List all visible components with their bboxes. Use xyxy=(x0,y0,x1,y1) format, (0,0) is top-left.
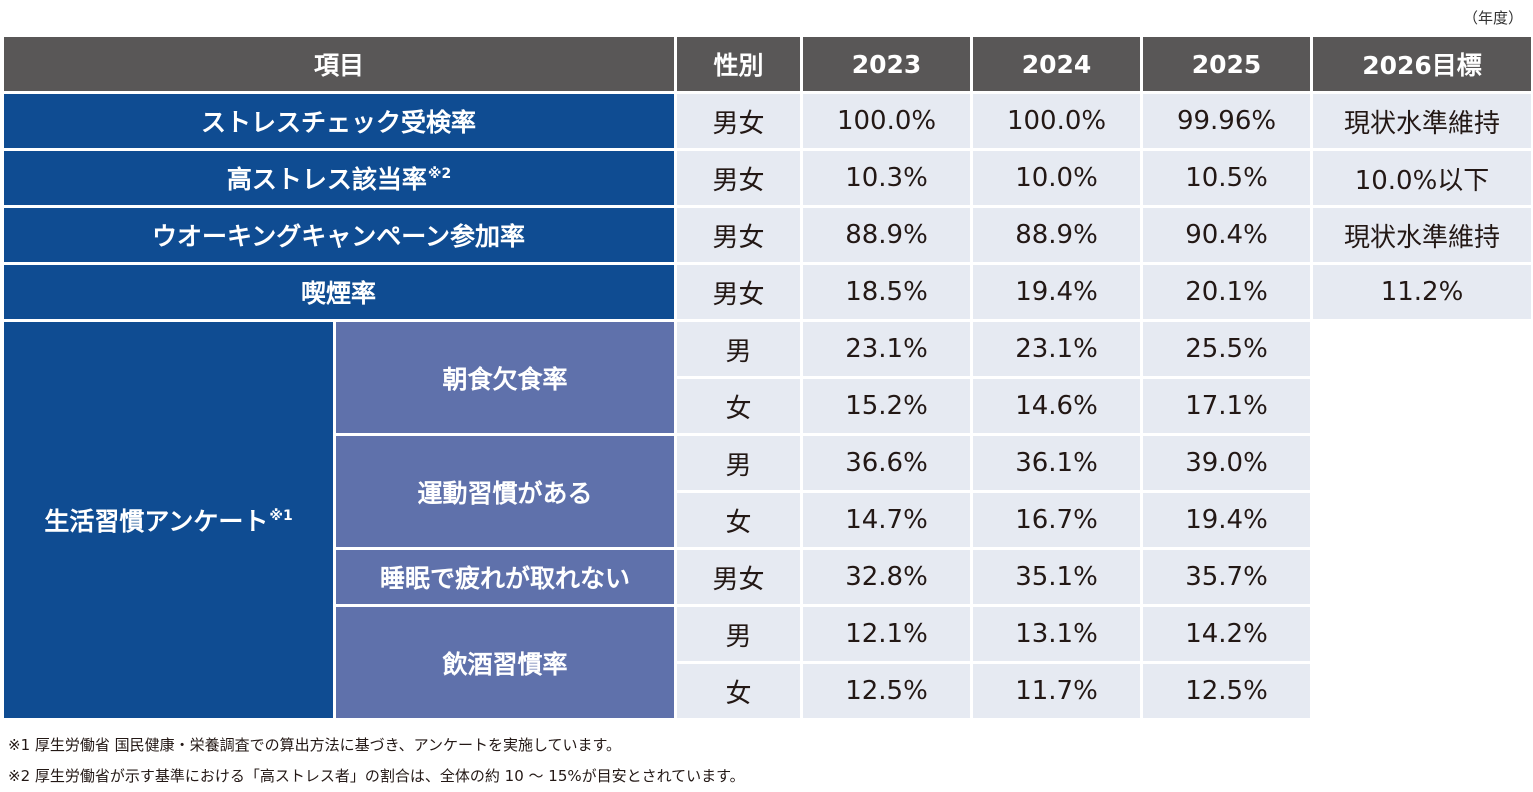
value-2024: 35.1% xyxy=(973,550,1141,604)
survey-group-label: 生活習慣アンケート※1 xyxy=(4,322,333,718)
value-2024: 10.0% xyxy=(973,151,1141,205)
header-2025: 2025 xyxy=(1143,37,1311,91)
gender-cell: 男 xyxy=(677,436,801,490)
row-label-text: 喫煙率 xyxy=(301,279,377,308)
value-2023: 12.5% xyxy=(803,664,971,718)
table-row: ウオーキングキャンペーン参加率 男女 88.9% 88.9% 90.4% 現状水… xyxy=(4,208,1532,262)
header-gender: 性別 xyxy=(677,37,801,91)
survey-item-label: 朝食欠食率 xyxy=(336,322,675,433)
value-2024: 23.1% xyxy=(973,322,1141,376)
table-row: 睡眠で疲れが取れない 男女 32.8% 35.1% 35.7% xyxy=(4,550,1531,604)
table-row: 生活習慣アンケート※1 朝食欠食率 男 23.1% 23.1% 25.5% xyxy=(4,322,1532,718)
value-2024: 11.7% xyxy=(973,664,1141,718)
value-2024: 36.1% xyxy=(973,436,1141,490)
value-2025: 12.5% xyxy=(1143,664,1311,718)
header-2023: 2023 xyxy=(803,37,971,91)
table-row: 女 15.2% 14.6% 17.1% xyxy=(4,379,1531,433)
gender-cell: 男 xyxy=(677,607,801,661)
target-2026: 現状水準維持 xyxy=(1313,208,1532,262)
value-2024: 16.7% xyxy=(973,493,1141,547)
unit-label: （年度） xyxy=(1462,9,1523,27)
value-2023: 10.3% xyxy=(803,151,971,205)
value-2025: 10.5% xyxy=(1143,151,1311,205)
table-row: 飲酒習慣率 男 12.1% 13.1% 14.2% xyxy=(4,607,1531,718)
row-label-text: ストレスチェック受検率 xyxy=(201,108,477,137)
gender-cell: 女 xyxy=(677,379,801,433)
row-label: 喫煙率 xyxy=(4,265,675,319)
value-2023: 32.8% xyxy=(803,550,971,604)
value-2024: 13.1% xyxy=(973,607,1141,661)
value-2024: 88.9% xyxy=(973,208,1141,262)
footnote-2: ※2 厚生労働省が示す基準における「高ストレス者」の割合は、全体の約 10 ～ … xyxy=(8,767,745,785)
row-label: 高ストレス該当率※2 xyxy=(4,151,675,205)
gender-cell: 女 xyxy=(677,664,801,718)
gender-cell: 男 xyxy=(677,322,801,376)
survey-item-label: 飲酒習慣率 xyxy=(336,607,675,718)
header-item: 項目 xyxy=(4,37,675,91)
gender-cell: 男女 xyxy=(677,94,801,148)
value-2023: 23.1% xyxy=(803,322,971,376)
table-row: 高ストレス該当率※2 男女 10.3% 10.0% 10.5% 10.0%以下 xyxy=(4,151,1532,205)
value-2024: 100.0% xyxy=(973,94,1141,148)
gender-cell: 男女 xyxy=(677,265,801,319)
value-2023: 14.7% xyxy=(803,493,971,547)
table-row: ストレスチェック受検率 男女 100.0% 100.0% 99.96% 現状水準… xyxy=(4,94,1532,148)
gender-cell: 女 xyxy=(677,493,801,547)
value-2025: 17.1% xyxy=(1143,379,1311,433)
value-2025: 39.0% xyxy=(1143,436,1311,490)
table-row: 女 12.5% 11.7% 12.5% xyxy=(4,664,1531,718)
value-2025: 25.5% xyxy=(1143,322,1311,376)
row-label: ストレスチェック受検率 xyxy=(4,94,675,148)
survey-item-label: 睡眠で疲れが取れない xyxy=(336,550,675,604)
value-2025: 90.4% xyxy=(1143,208,1311,262)
value-2023: 88.9% xyxy=(803,208,971,262)
row-label-text: 高ストレス該当率 xyxy=(226,165,427,194)
value-2025: 20.1% xyxy=(1143,265,1311,319)
gender-cell: 男女 xyxy=(677,151,801,205)
target-2026: 現状水準維持 xyxy=(1313,94,1532,148)
table-row: 運動習慣がある 男 36.6% 36.1% 39.0% xyxy=(4,436,1531,547)
footnotes: ※1 厚生労働省 国民健康・栄養調査での算出方法に基づき、アンケートを実施してい… xyxy=(8,730,745,792)
value-2023: 18.5% xyxy=(803,265,971,319)
value-2024: 14.6% xyxy=(973,379,1141,433)
header-2026-target: 2026目標 xyxy=(1313,37,1532,91)
value-2024: 19.4% xyxy=(973,265,1141,319)
value-2023: 15.2% xyxy=(803,379,971,433)
survey-group-text: 生活習慣アンケート xyxy=(44,507,269,536)
gender-cell: 男女 xyxy=(677,550,801,604)
table-row: 女 14.7% 16.7% 19.4% xyxy=(4,493,1531,547)
row-label-text: ウオーキングキャンペーン参加率 xyxy=(152,222,526,251)
footnote-1: ※1 厚生労働省 国民健康・栄養調査での算出方法に基づき、アンケートを実施してい… xyxy=(8,736,622,754)
header-row: 項目 性別 2023 2024 2025 2026目標 xyxy=(4,37,1532,91)
value-2023: 36.6% xyxy=(803,436,971,490)
target-2026: 10.0%以下 xyxy=(1313,151,1532,205)
table-row: 喫煙率 男女 18.5% 19.4% 20.1% 11.2% xyxy=(4,265,1532,319)
footnote-ref: ※2 xyxy=(427,166,452,182)
gender-cell: 男女 xyxy=(677,208,801,262)
header-2024: 2024 xyxy=(973,37,1141,91)
value-2023: 12.1% xyxy=(803,607,971,661)
value-2025: 35.7% xyxy=(1143,550,1311,604)
survey-item-label: 運動習慣がある xyxy=(336,436,675,547)
target-2026: 11.2% xyxy=(1313,265,1532,319)
value-2025: 14.2% xyxy=(1143,607,1311,661)
value-2025: 19.4% xyxy=(1143,493,1311,547)
footnote-ref: ※1 xyxy=(269,508,293,524)
row-label: ウオーキングキャンペーン参加率 xyxy=(4,208,675,262)
value-2025: 99.96% xyxy=(1143,94,1311,148)
target-blank xyxy=(1313,322,1532,718)
health-indicators-table: 項目 性別 2023 2024 2025 2026目標 ストレスチェック受検率 … xyxy=(1,34,1533,721)
value-2023: 100.0% xyxy=(803,94,971,148)
